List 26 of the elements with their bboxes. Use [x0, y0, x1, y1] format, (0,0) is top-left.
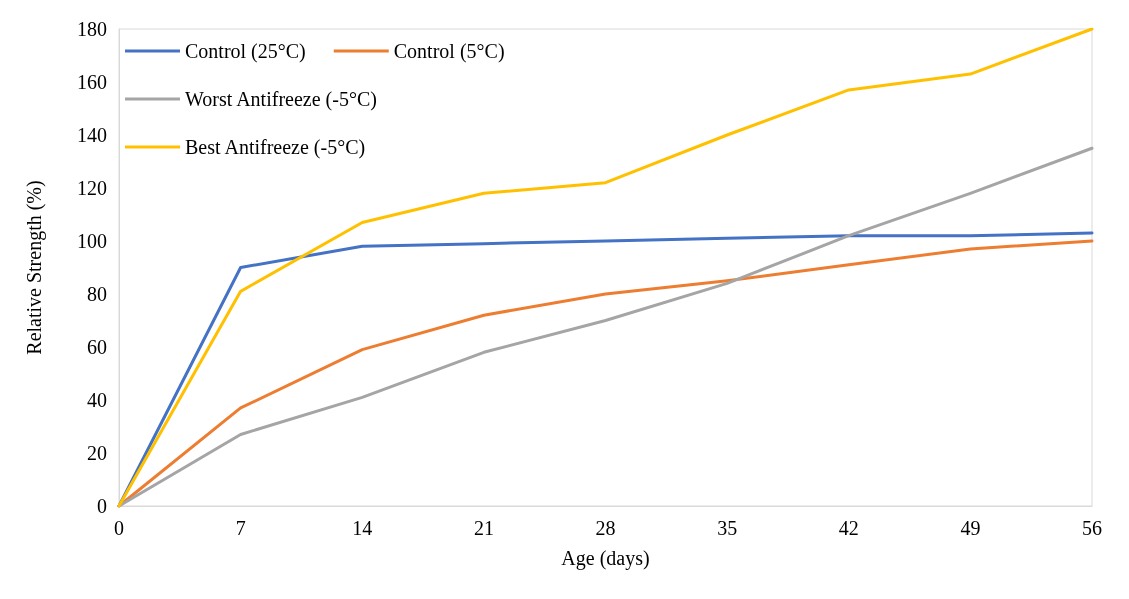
- legend-label: Control (5°C): [393, 40, 505, 63]
- line-series: [117, 27, 1094, 508]
- legend-label: Best Antifreeze (-5°C): [185, 136, 366, 159]
- y-axis-title: Relative Strength (%): [23, 180, 46, 355]
- legend-label: Worst Antifreeze (-5°C): [185, 88, 377, 111]
- x-tick-label: 28: [595, 517, 616, 539]
- x-tick-label: 49: [960, 517, 981, 539]
- y-tick-label: 120: [77, 177, 107, 199]
- y-tick-label: 180: [77, 18, 107, 40]
- x-tick-label: 42: [838, 517, 859, 539]
- y-tick-label: 40: [87, 389, 107, 411]
- y-tick-label: 60: [87, 336, 107, 358]
- y-tick-label: 160: [77, 71, 107, 93]
- x-tick-label: 0: [114, 517, 124, 539]
- x-tick-label: 56: [1082, 517, 1102, 539]
- x-tick-label: 35: [717, 517, 738, 539]
- x-tick-label: 14: [352, 517, 373, 539]
- x-axis-title: Age (days): [561, 547, 650, 570]
- x-tick-label: 21: [473, 517, 494, 539]
- y-tick-label: 0: [97, 495, 107, 517]
- legend-label: Control (25°C): [185, 40, 306, 63]
- y-tick-label: 80: [87, 283, 107, 305]
- y-tick-label: 140: [77, 124, 107, 146]
- y-tick-label: 20: [87, 442, 107, 464]
- y-tick-label: 100: [77, 230, 107, 252]
- x-tick-label: 7: [235, 517, 246, 539]
